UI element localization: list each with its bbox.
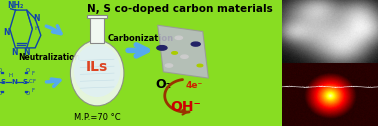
Text: N: N (11, 48, 18, 57)
Ellipse shape (70, 40, 124, 106)
Circle shape (165, 64, 173, 67)
Text: OH⁻: OH⁻ (170, 100, 201, 114)
Text: O: O (0, 91, 2, 96)
Text: O: O (26, 68, 30, 73)
Text: H: H (9, 73, 13, 78)
Text: O: O (26, 91, 30, 96)
Text: N: N (23, 48, 30, 57)
FancyBboxPatch shape (90, 18, 104, 43)
Text: F: F (33, 79, 36, 84)
Text: ILs: ILs (86, 60, 108, 74)
Ellipse shape (74, 44, 120, 97)
Text: N, S co-doped carbon materials: N, S co-doped carbon materials (87, 4, 273, 14)
Circle shape (157, 46, 167, 50)
Circle shape (191, 42, 200, 46)
Text: NH₂: NH₂ (7, 1, 23, 10)
Text: Carbonization: Carbonization (108, 34, 174, 43)
Text: N: N (33, 14, 39, 23)
Circle shape (197, 64, 203, 67)
Text: M.P.=70 °C: M.P.=70 °C (74, 113, 121, 122)
Text: S: S (0, 79, 5, 85)
Text: Neutralization: Neutralization (18, 53, 80, 62)
Circle shape (172, 52, 177, 54)
Text: 4e⁻: 4e⁻ (185, 81, 202, 90)
Text: H: H (34, 26, 39, 32)
Circle shape (181, 55, 188, 58)
Text: N: N (3, 28, 10, 37)
Text: N: N (11, 79, 17, 85)
Circle shape (175, 36, 183, 39)
Polygon shape (158, 25, 208, 78)
Text: F: F (32, 88, 35, 93)
Text: O₂: O₂ (155, 78, 171, 91)
Text: C: C (29, 79, 33, 84)
Text: F: F (32, 71, 35, 76)
FancyBboxPatch shape (87, 15, 107, 18)
Text: O: O (0, 68, 2, 73)
Text: S: S (23, 79, 28, 85)
